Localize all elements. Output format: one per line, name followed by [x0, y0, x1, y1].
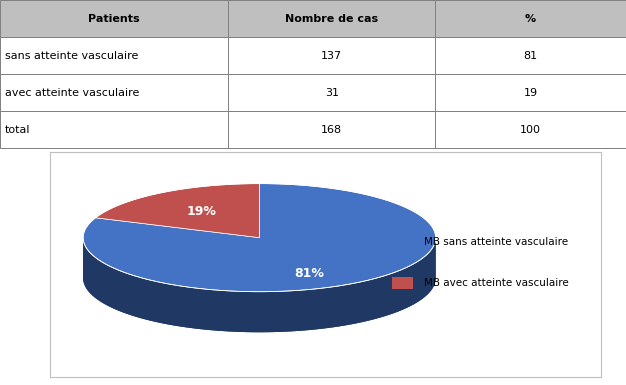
Bar — [392, 236, 413, 248]
Text: sans atteinte vasculaire: sans atteinte vasculaire — [5, 50, 138, 60]
Text: 168: 168 — [321, 125, 342, 135]
Polygon shape — [83, 238, 436, 332]
Text: Nombre de cas: Nombre de cas — [285, 13, 378, 23]
Text: avec atteinte vasculaire: avec atteinte vasculaire — [5, 88, 140, 98]
Bar — [0, 74, 228, 111]
Text: 81: 81 — [523, 50, 538, 60]
Bar — [0, 0, 228, 37]
Bar — [228, 111, 435, 148]
Bar — [435, 74, 626, 111]
Text: MB avec atteinte vasculaire: MB avec atteinte vasculaire — [424, 278, 568, 288]
Bar — [435, 37, 626, 74]
Bar — [435, 0, 626, 37]
Bar — [228, 74, 435, 111]
Text: 100: 100 — [520, 125, 541, 135]
Polygon shape — [96, 184, 259, 238]
Text: 19: 19 — [523, 88, 538, 98]
Bar — [392, 276, 413, 289]
Text: 81%: 81% — [294, 267, 324, 280]
Text: 137: 137 — [321, 50, 342, 60]
Bar — [0, 111, 228, 148]
Bar — [228, 37, 435, 74]
Polygon shape — [83, 238, 436, 332]
Bar — [0, 37, 228, 74]
Polygon shape — [83, 184, 436, 292]
Text: %: % — [525, 13, 536, 23]
Text: total: total — [5, 125, 31, 135]
Text: MB sans atteinte vasculaire: MB sans atteinte vasculaire — [424, 237, 568, 247]
Bar — [435, 111, 626, 148]
Text: 31: 31 — [325, 88, 339, 98]
Text: Patients: Patients — [88, 13, 140, 23]
Text: 19%: 19% — [187, 205, 217, 218]
Bar — [228, 0, 435, 37]
